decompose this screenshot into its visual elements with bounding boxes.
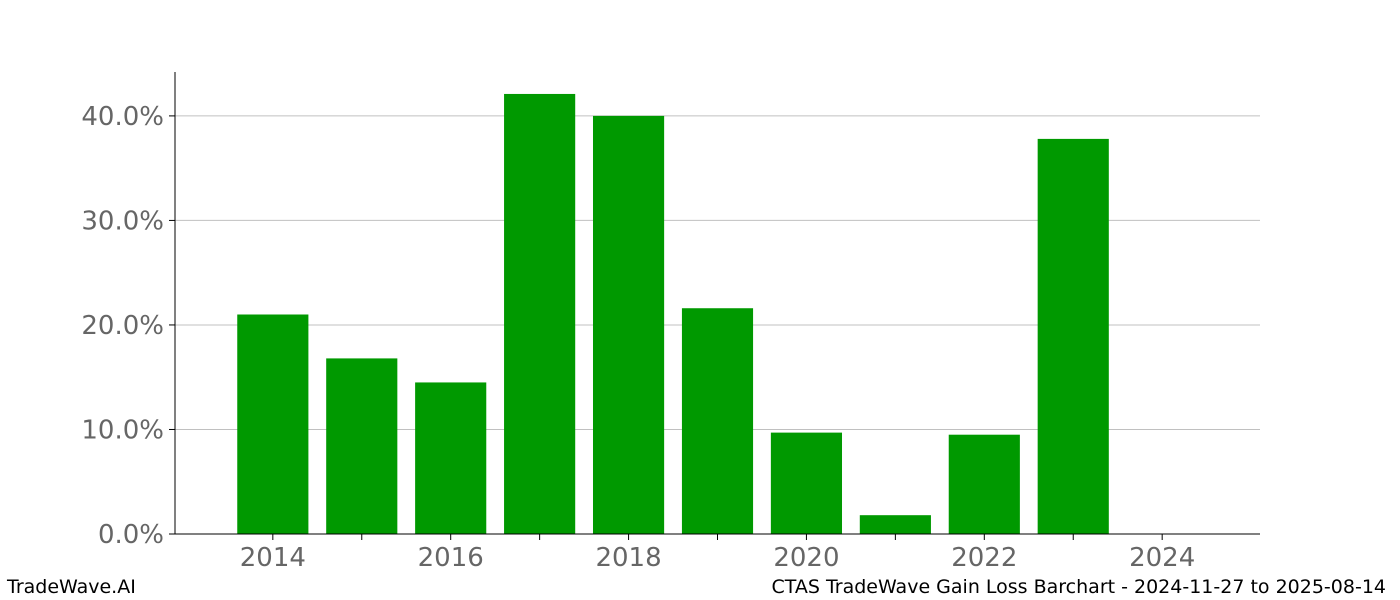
x-tick-label: 2020 xyxy=(773,543,839,573)
bar-2021 xyxy=(859,515,931,534)
bar-2017 xyxy=(504,93,576,534)
y-tick-label: 0.0% xyxy=(98,520,164,550)
x-tick-label: 2024 xyxy=(1129,543,1195,573)
x-tick-label: 2018 xyxy=(595,543,661,573)
axes xyxy=(169,72,1260,540)
y-tick-label: 40.0% xyxy=(81,102,164,132)
y-tick-label: 20.0% xyxy=(81,311,164,341)
bar-2019 xyxy=(681,308,754,534)
bar-2023 xyxy=(1037,138,1109,534)
bar-2018 xyxy=(592,115,665,534)
footer-caption: CTAS TradeWave Gain Loss Barchart - 2024… xyxy=(771,576,1386,598)
y-tick-label: 30.0% xyxy=(81,206,164,236)
x-tick-label: 2014 xyxy=(240,543,306,573)
bar-2015 xyxy=(326,358,398,534)
bar-2020 xyxy=(770,432,843,534)
bar-2022 xyxy=(948,434,1020,534)
bar-2016 xyxy=(415,382,487,534)
x-tick-label: 2016 xyxy=(418,543,484,573)
bars xyxy=(237,93,1109,534)
x-tick-label: 2022 xyxy=(951,543,1017,573)
tick-labels: 0.0% 10.0% 20.0% 30.0% 40.0% 2014 2016 2018 2020… xyxy=(81,102,1195,573)
y-tick-label: 10.0% xyxy=(81,415,164,445)
bar-2014 xyxy=(237,314,309,534)
footer-brand: TradeWave.AI xyxy=(7,576,136,598)
